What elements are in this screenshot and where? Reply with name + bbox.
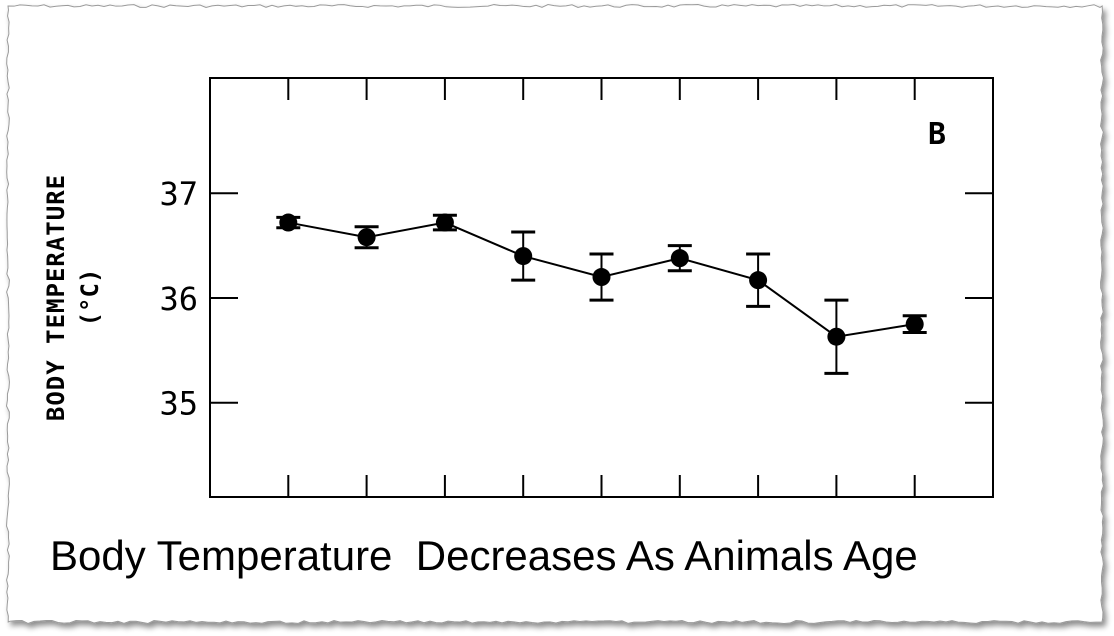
y-axis-unit: (°C) — [76, 269, 104, 327]
chart: 35 36 37 BODY TEMPERATURE (°C) B — [42, 77, 994, 498]
caption: Body Temperature Decreases As Animals Ag… — [50, 532, 918, 579]
y-tick-label: 36 — [159, 280, 198, 318]
data-point — [279, 213, 298, 232]
paper-edge — [5, 3, 1104, 625]
data-point — [905, 315, 924, 334]
data-point — [435, 213, 454, 232]
data-point — [514, 247, 533, 266]
data-point — [592, 268, 611, 287]
data-point — [670, 249, 689, 268]
data-point — [749, 271, 768, 290]
panel-label: B — [928, 117, 946, 152]
y-tick-label: 35 — [159, 385, 198, 423]
data-point — [827, 327, 846, 346]
y-tick-label: 37 — [159, 175, 198, 213]
y-axis-title: BODY TEMPERATURE — [42, 174, 70, 421]
data-point — [357, 228, 376, 247]
